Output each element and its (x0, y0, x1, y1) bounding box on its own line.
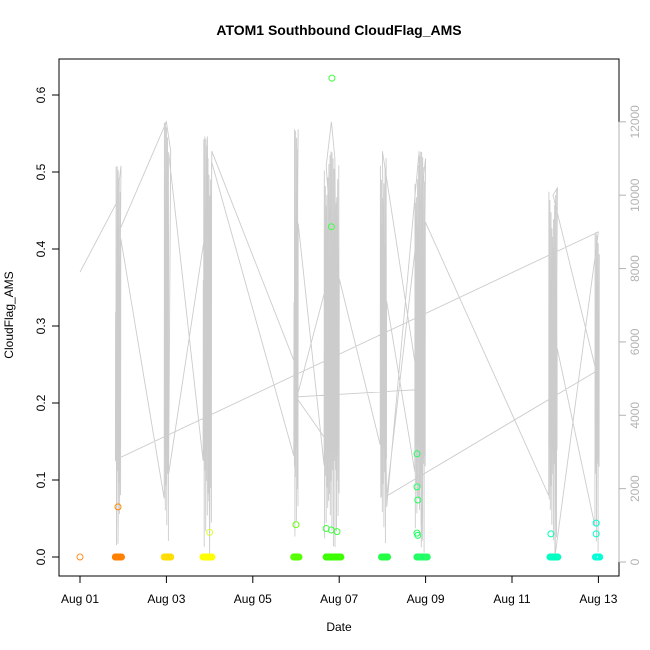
data-point (337, 553, 345, 561)
right-tick-label: 0 (628, 558, 642, 565)
x-axis-label: Date (326, 620, 352, 634)
data-point (413, 450, 421, 458)
x-tick-label: Aug 11 (493, 592, 530, 606)
y-tick-label: 0.6 (34, 86, 48, 103)
data-point (423, 553, 431, 561)
right-tick-label: 8000 (628, 255, 642, 282)
data-point (114, 503, 122, 511)
data-point (327, 223, 335, 231)
x-tick-label: Aug 05 (234, 592, 272, 606)
points-layer (76, 74, 604, 561)
right-y-axis: 0 2000 4000 6000 8000 10000 12000 (618, 105, 642, 565)
y-tick-label: 0.0 (34, 548, 48, 565)
data-point (328, 74, 336, 82)
x-axis: Aug 01 Aug 03 Aug 05 Aug 07 Aug 09 Aug 11 Aug … (61, 575, 618, 606)
data-point (596, 553, 604, 561)
right-tick-label: 12000 (628, 105, 642, 139)
y-tick-label: 0.2 (34, 394, 48, 411)
data-point (292, 521, 300, 529)
right-axis-line-series (79, 120, 600, 555)
data-point (547, 530, 555, 538)
x-tick-label: Aug 07 (320, 592, 358, 606)
x-tick-label: Aug 13 (579, 592, 617, 606)
data-point (333, 528, 341, 536)
data-point (554, 553, 562, 561)
data-point (118, 553, 125, 561)
data-point (76, 553, 84, 561)
x-tick-label: Aug 01 (61, 592, 99, 606)
y-tick-label: 0.4 (34, 240, 48, 257)
x-tick-label: Aug 03 (147, 592, 185, 606)
right-tick-label: 2000 (628, 475, 642, 502)
data-point (384, 553, 392, 561)
right-tick-label: 4000 (628, 402, 642, 429)
data-point (414, 531, 422, 539)
y-axis-label: CloudFlag_AMS (2, 271, 16, 358)
data-point (166, 553, 174, 561)
chart-title: ATOM1 Southbound CloudFlag_AMS (216, 22, 461, 38)
x-tick-label: Aug 09 (407, 592, 445, 606)
data-point (208, 553, 216, 561)
data-point (592, 519, 600, 527)
y-tick-label: 0.5 (34, 163, 48, 180)
data-point (295, 553, 303, 561)
data-point (592, 530, 600, 538)
data-point (414, 496, 422, 504)
right-tick-label: 6000 (628, 328, 642, 355)
right-series-line (79, 120, 600, 555)
y-tick-label: 0.1 (34, 471, 48, 488)
data-point (206, 528, 214, 536)
y-tick-label: 0.3 (34, 317, 48, 334)
right-tick-label: 10000 (628, 178, 642, 212)
data-point (413, 483, 421, 491)
y-axis: 0.0 0.1 0.2 0.3 0.4 0.5 0.6 (34, 86, 60, 565)
